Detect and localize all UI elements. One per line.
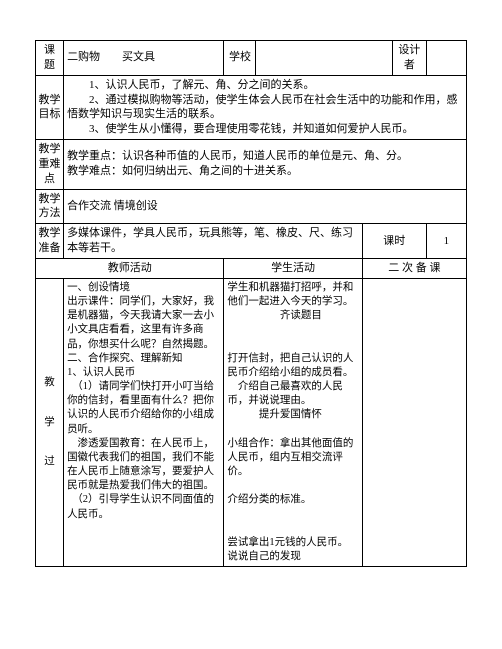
topic-label: 课 题 [36,41,64,76]
prep-text: 多媒体课件，学具人民币，玩具熊等，笔、橡皮、尺、练习本等若干。 [64,224,363,259]
goal-label: 教学 目标 [36,75,64,139]
points-text: 教学重点：认识各种币值的人民币，知道人民币的单位是元、角、分。 教学难点：如何归… [64,140,467,190]
student-activity: 学生和机器猫打招呼，并和他们一起进入今天的学习。 齐读题目 打开信封，把自己认识… [224,278,362,566]
topic-title: 二购物 买文具 [64,41,224,76]
teacher-activity: 一、创设情境 出示课件：同学们，大家好，我是机器猫，今天我请大家一去小小文具店看… [64,278,224,566]
method-text: 合作交流 情境创设 [64,189,467,224]
lesson-plan-table: 课 题 二购物 买文具 学校 设计 者 教学 目标 1、认识人民币，了解元、角、… [35,40,467,567]
school-value [256,41,392,76]
second-prep [362,278,466,566]
header-student: 学生活动 [224,258,362,278]
goal-text: 1、认识人民币，了解元、角、分之间的关系。 2、通过模拟购物等活动，使学生体会人… [64,75,467,139]
school-label: 学校 [224,41,256,76]
period-label: 课时 [362,224,426,259]
method-label: 教学 方法 [36,189,64,224]
designer-label: 设计 者 [392,41,426,76]
prep-label: 教学 准备 [36,224,64,259]
period-value: 1 [426,224,466,259]
header-teacher: 教师活动 [36,258,224,278]
header-second: 二 次 备 课 [362,258,466,278]
points-label: 教学 重难 点 [36,140,64,190]
process-label: 教 学 过 [36,278,64,566]
designer-value [426,41,466,76]
